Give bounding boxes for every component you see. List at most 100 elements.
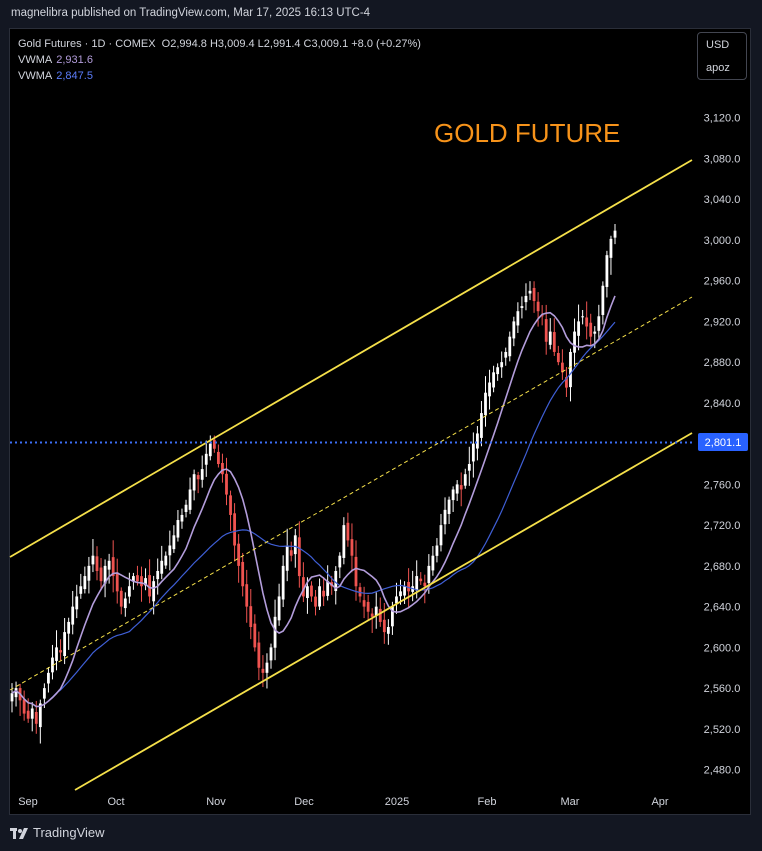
candle-body[interactable] — [34, 711, 38, 724]
candle-body[interactable] — [314, 596, 317, 607]
candle-body[interactable] — [14, 688, 18, 698]
candle-body[interactable] — [245, 584, 249, 607]
candle-body[interactable] — [273, 616, 277, 648]
candle-body[interactable] — [10, 693, 14, 702]
candle-body[interactable] — [200, 469, 204, 480]
candle-body[interactable] — [386, 627, 390, 634]
candle-body[interactable] — [395, 596, 398, 604]
candle-body[interactable] — [378, 608, 382, 622]
currency-unit-box[interactable]: USD apoz — [697, 32, 747, 80]
candle-body[interactable] — [536, 301, 540, 312]
candle-body[interactable] — [589, 322, 593, 337]
candle-body[interactable] — [119, 590, 123, 607]
candle-body[interactable] — [301, 577, 305, 597]
candle-body[interactable] — [318, 586, 321, 607]
candle-body[interactable] — [140, 576, 143, 587]
candle-body[interactable] — [605, 255, 609, 287]
candle-body[interactable] — [459, 485, 463, 490]
candle-body[interactable] — [350, 539, 354, 556]
candle-body[interactable] — [399, 591, 402, 597]
candle-body[interactable] — [38, 703, 42, 728]
candle-body[interactable] — [455, 484, 459, 494]
chart-frame[interactable] — [9, 28, 751, 815]
candle-body[interactable] — [277, 596, 281, 621]
candle-body[interactable] — [358, 587, 362, 597]
channel-lower-line[interactable] — [74, 432, 693, 791]
candle-body[interactable] — [160, 560, 164, 574]
candle-body[interactable] — [362, 600, 366, 607]
candle-body[interactable] — [480, 413, 483, 438]
candle-body[interactable] — [524, 295, 528, 303]
candle-body[interactable] — [585, 317, 589, 327]
candle-body[interactable] — [156, 570, 160, 580]
candle-body[interactable] — [569, 351, 572, 388]
candle-body[interactable] — [136, 575, 139, 582]
candle-body[interactable] — [391, 606, 394, 627]
candle-body[interactable] — [204, 453, 208, 465]
candle-body[interactable] — [322, 590, 326, 597]
candle-body[interactable] — [427, 565, 431, 584]
candle-body[interactable] — [208, 443, 212, 457]
candle-body[interactable] — [552, 332, 556, 352]
candle-body[interactable] — [419, 578, 423, 582]
candle-body[interactable] — [423, 582, 427, 587]
candle-body[interactable] — [540, 315, 544, 317]
candle-body[interactable] — [42, 688, 46, 699]
candle-body[interactable] — [123, 598, 127, 609]
candle-body[interactable] — [512, 321, 516, 339]
candle-body[interactable] — [342, 525, 346, 558]
channel-upper-line[interactable] — [9, 159, 693, 558]
candle-body[interactable] — [144, 578, 147, 586]
candle-body[interactable] — [47, 672, 50, 684]
candle-body[interactable] — [581, 316, 585, 318]
candle-body[interactable] — [613, 230, 617, 238]
candle-body[interactable] — [168, 545, 172, 556]
candle-body[interactable] — [152, 581, 156, 602]
candle-body[interactable] — [415, 576, 419, 591]
unit-label[interactable]: apoz — [706, 62, 730, 74]
candle-body[interactable] — [132, 576, 135, 582]
candle-body[interactable] — [148, 575, 151, 597]
candle-body[interactable] — [548, 331, 552, 345]
candle-body[interactable] — [593, 331, 597, 334]
candle-body[interactable] — [334, 570, 338, 592]
candle-body[interactable] — [221, 462, 224, 475]
candle-body[interactable] — [366, 601, 370, 612]
candle-body[interactable] — [374, 606, 378, 616]
candle-body[interactable] — [261, 668, 265, 673]
candle-body[interactable] — [471, 443, 475, 462]
candle-body[interactable] — [111, 557, 115, 577]
candle-body[interactable] — [560, 362, 564, 373]
candle-body[interactable] — [382, 619, 386, 633]
currency-label[interactable]: USD — [706, 39, 730, 51]
candle-body[interactable] — [601, 285, 605, 315]
candle-body[interactable] — [233, 513, 236, 546]
candle-body[interactable] — [484, 392, 487, 416]
candle-body[interactable] — [241, 561, 245, 587]
candle-body[interactable] — [306, 586, 309, 599]
candle-body[interactable] — [192, 474, 196, 491]
candle-body[interactable] — [520, 306, 524, 308]
candle-body[interactable] — [463, 474, 467, 486]
candle-body[interactable] — [30, 708, 34, 719]
candle-body[interactable] — [67, 621, 71, 634]
candle-body[interactable] — [265, 662, 269, 673]
candle-body[interactable] — [87, 565, 91, 581]
candle-body[interactable] — [528, 290, 532, 294]
candle-body[interactable] — [403, 586, 406, 596]
candle-body[interactable] — [63, 632, 67, 657]
candle-body[interactable] — [196, 475, 200, 480]
candle-body[interactable] — [59, 650, 62, 653]
candle-body[interactable] — [439, 525, 443, 546]
candle-body[interactable] — [107, 560, 111, 570]
candle-body[interactable] — [55, 647, 58, 661]
candle-body[interactable] — [91, 555, 95, 565]
candle-body[interactable] — [516, 311, 520, 326]
candle-body[interactable] — [127, 586, 131, 597]
candle-body[interactable] — [508, 336, 512, 357]
candle-body[interactable] — [180, 514, 184, 522]
candle-body[interactable] — [253, 623, 257, 648]
candle-body[interactable] — [597, 316, 601, 331]
candle-body[interactable] — [573, 331, 576, 353]
candle-body[interactable] — [443, 509, 447, 525]
